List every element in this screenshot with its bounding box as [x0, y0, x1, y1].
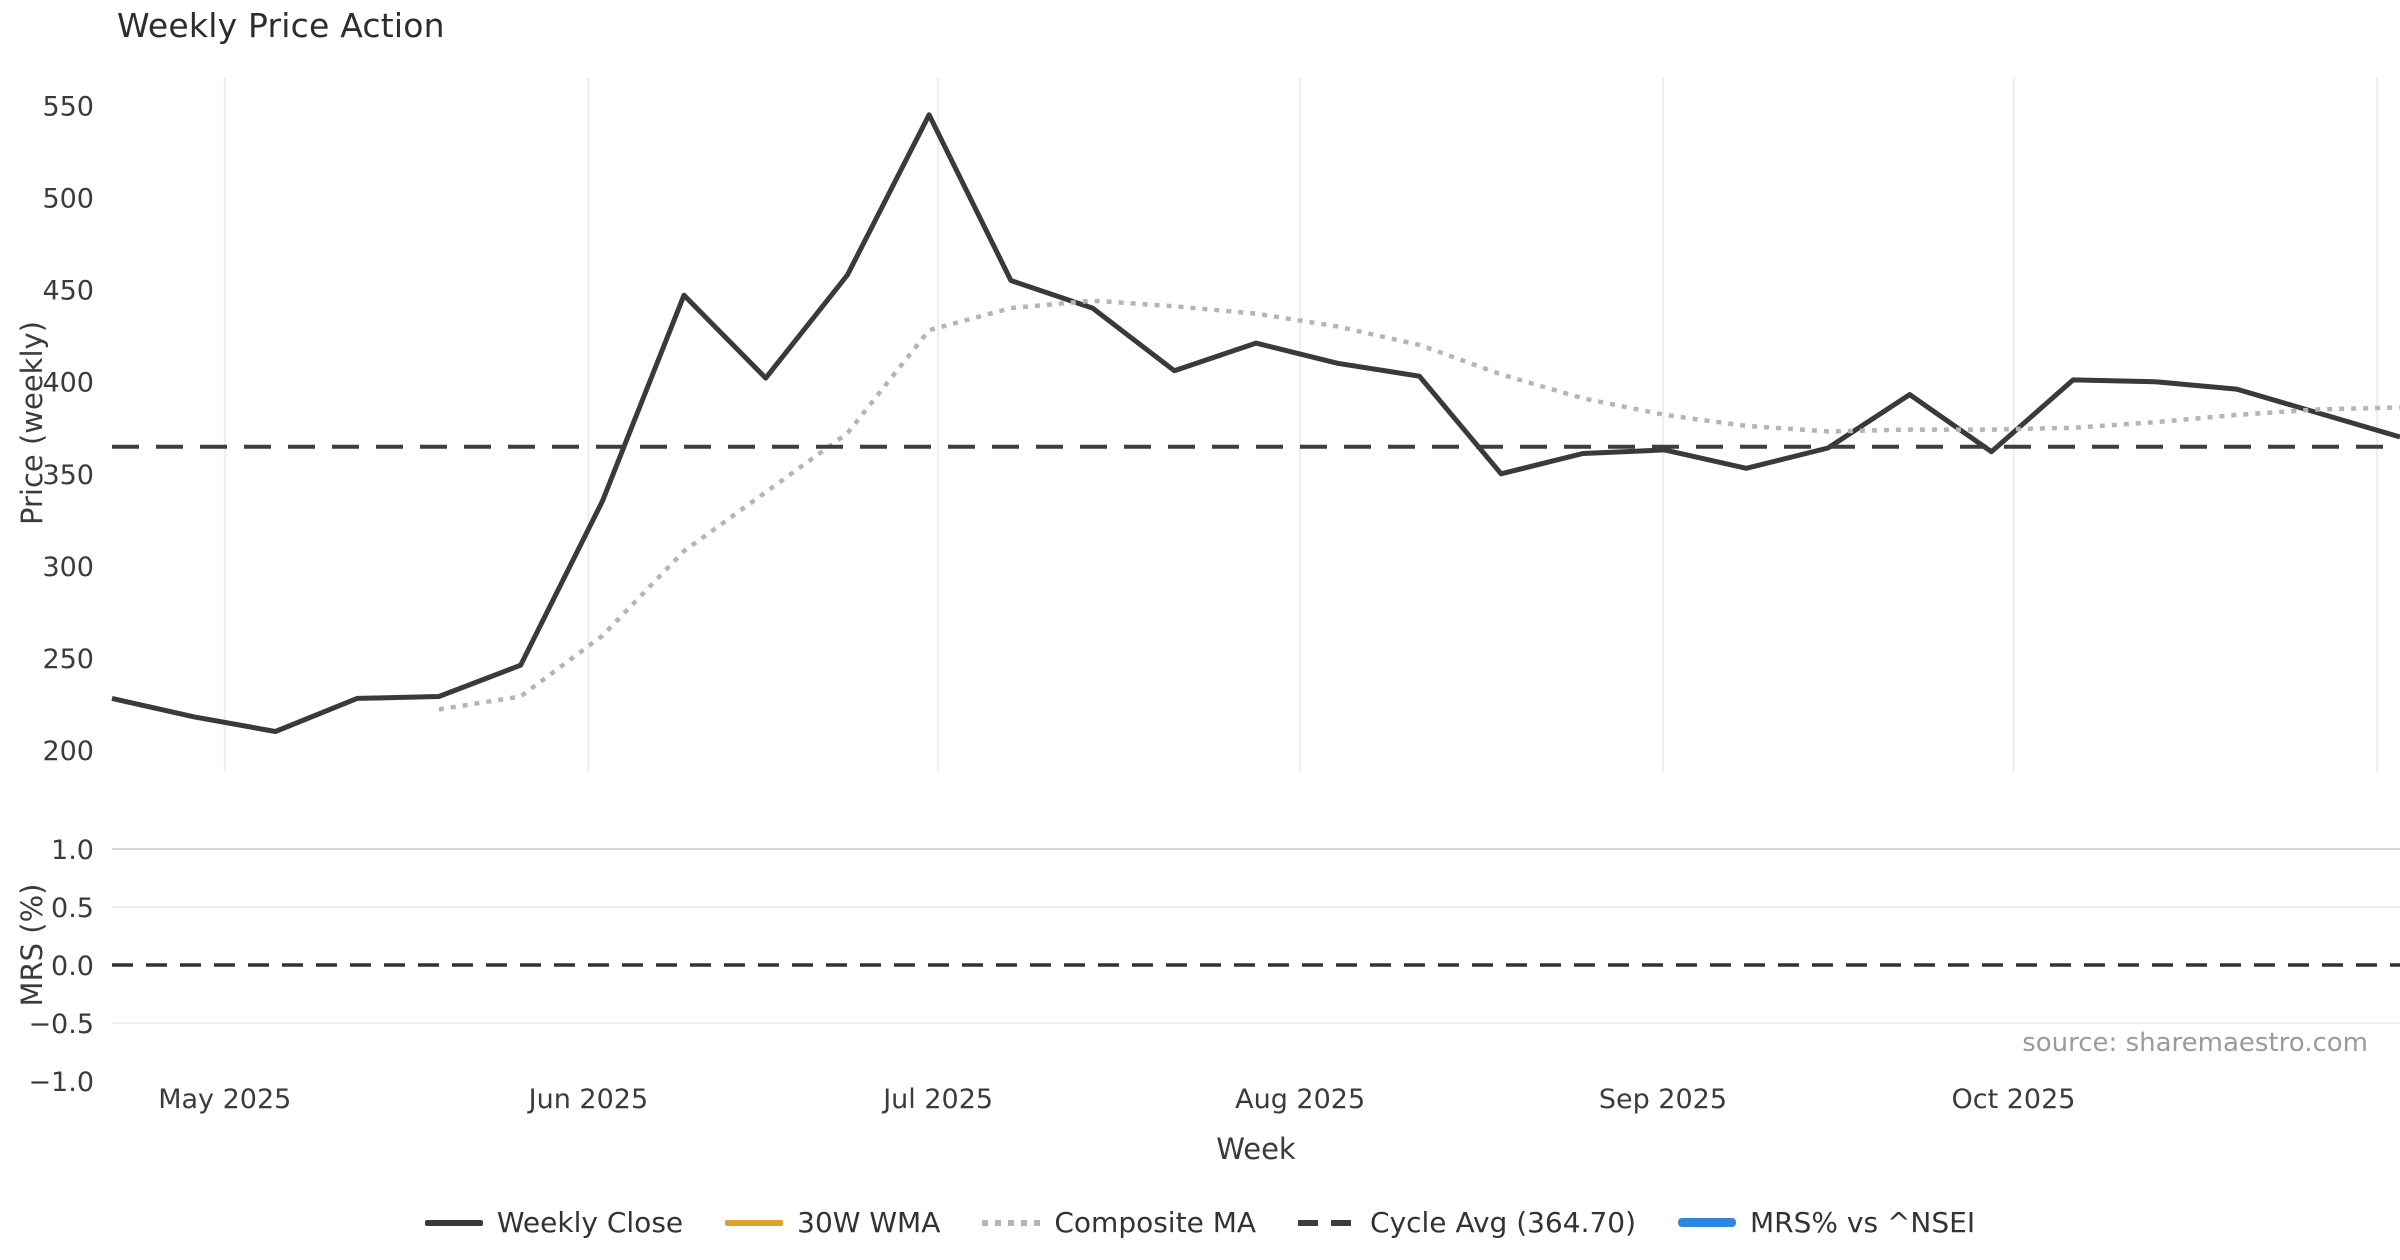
legend-item: Composite MA: [982, 1206, 1256, 1239]
month-tick-label: Sep 2025: [1599, 1084, 1727, 1115]
mrs-y-tick-label: −0.5: [28, 1009, 94, 1040]
mrs-axis-label: MRS (%): [15, 883, 49, 1007]
legend-label: 30W WMA: [797, 1206, 941, 1239]
mrs-y-tick-label: 0.0: [51, 951, 94, 982]
x-axis-label: Week: [1216, 1132, 1296, 1166]
price-y-tick-label: 250: [42, 644, 94, 675]
legend-item: Weekly Close: [424, 1206, 684, 1239]
chart-title: Weekly Price Action: [117, 6, 445, 45]
price-y-tick-label: 350: [42, 460, 94, 491]
month-tick-label: Aug 2025: [1235, 1084, 1365, 1115]
month-tick-label: Jul 2025: [881, 1084, 993, 1115]
price-y-tick-label: 400: [42, 368, 94, 399]
weekly-close-line: [111, 112, 2400, 734]
price-y-tick-label: 200: [42, 736, 94, 767]
legend-label: Cycle Avg (364.70): [1370, 1206, 1637, 1239]
legend-item: MRS% vs ^NSEI: [1678, 1206, 1975, 1239]
source-attribution: source: sharemaestro.com: [2022, 1028, 2368, 1058]
legend-label: Composite MA: [1054, 1206, 1257, 1239]
composite-ma-line: [438, 298, 2400, 712]
legend-label: Weekly Close: [496, 1206, 684, 1239]
price-y-tick-label: 500: [42, 184, 94, 215]
legend-swatch-dashed: [1298, 1219, 1357, 1226]
price-y-tick-label: 450: [42, 276, 94, 307]
legend: Weekly Close 30W WMA Composite MA Cycle Avg…: [0, 1206, 2400, 1239]
legend-swatch-dotted: [982, 1219, 1041, 1226]
month-tick-label: Jun 2025: [527, 1084, 648, 1115]
legend-label: MRS% vs ^NSEI: [1750, 1206, 1976, 1239]
price-axis-label: Price (weekly): [15, 321, 49, 526]
mrs-y-tick-label: −1.0: [28, 1067, 94, 1098]
mrs-y-tick-label: 0.5: [51, 893, 94, 924]
legend-swatch-solid: [424, 1219, 483, 1226]
legend-item: Cycle Avg (364.70): [1298, 1206, 1636, 1239]
legend-item: 30W WMA: [725, 1206, 940, 1239]
legend-swatch-solid: [725, 1219, 784, 1226]
price-y-tick-label: 300: [42, 552, 94, 583]
month-tick-label: Oct 2025: [1951, 1084, 2075, 1115]
mrs-y-tick-label: 1.0: [51, 835, 94, 866]
price-y-tick-label: 550: [42, 92, 94, 123]
legend-swatch-solid-thick: [1678, 1218, 1737, 1227]
month-tick-label: May 2025: [158, 1084, 291, 1115]
